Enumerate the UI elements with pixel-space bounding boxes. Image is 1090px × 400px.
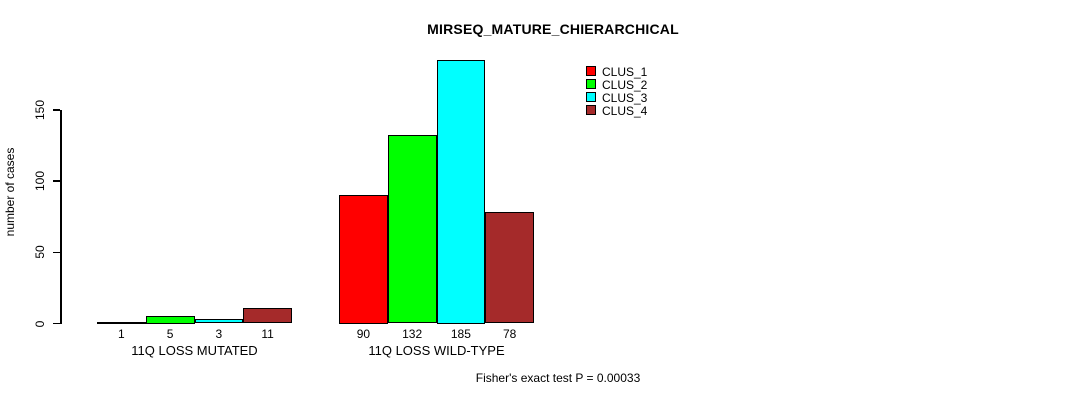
bar-value-label: 3 — [215, 327, 223, 341]
bar — [97, 321, 146, 324]
bar — [387, 135, 437, 324]
bar — [145, 316, 195, 324]
y-tick-label: 100 — [33, 170, 47, 192]
bar-value-label: 132 — [402, 327, 423, 341]
chart-title: MIRSEQ_MATURE_CHIERARCHICAL — [427, 21, 679, 37]
legend-color-swatch — [586, 79, 596, 89]
y-axis-line — [60, 109, 62, 324]
y-tick-mark — [53, 322, 60, 325]
bar-value-label: 90 — [356, 327, 371, 341]
bar-value-label: 1 — [118, 327, 125, 341]
y-tick-mark — [53, 109, 60, 111]
y-tick-label: 50 — [33, 245, 47, 259]
bar-value-label: 78 — [502, 327, 517, 341]
bar — [485, 212, 534, 324]
y-tick-label: 0 — [33, 320, 47, 327]
fisher-test-annotation: Fisher's exact test P = 0.00033 — [475, 371, 641, 385]
y-tick-mark — [53, 180, 60, 182]
bar-value-label: 11 — [261, 327, 274, 341]
bar-value-label: 185 — [450, 327, 471, 341]
bar — [243, 307, 292, 324]
y-tick-label: 150 — [33, 99, 47, 120]
legend-color-swatch — [586, 92, 596, 102]
bar-value-label: 5 — [166, 327, 174, 341]
y-axis-label: number of cases — [3, 147, 17, 237]
x-category-label: 11Q LOSS MUTATED — [131, 343, 258, 358]
bar — [436, 59, 486, 324]
bar — [194, 319, 244, 324]
legend-label: CLUS_3 — [602, 91, 648, 105]
legend-label: CLUS_4 — [602, 104, 648, 118]
bar — [339, 195, 388, 324]
legend-label: CLUS_2 — [602, 78, 648, 92]
x-category-label: 11Q LOSS WILD-TYPE — [368, 343, 505, 358]
legend-color-swatch — [586, 66, 596, 76]
y-tick-mark — [53, 251, 60, 253]
legend-label: CLUS_1 — [602, 65, 648, 79]
legend-color-swatch — [586, 105, 596, 115]
